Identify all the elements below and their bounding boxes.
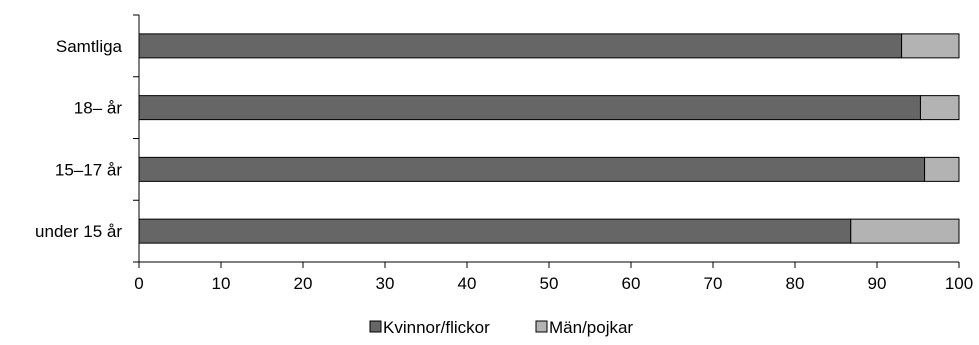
legend-label: Kvinnor/flickor bbox=[383, 318, 490, 337]
category-label: 15–17 år bbox=[55, 160, 122, 179]
x-tick-label: 50 bbox=[540, 274, 559, 293]
category-label: 18– år bbox=[74, 99, 123, 118]
legend-label: Män/pojkar bbox=[549, 318, 633, 337]
x-tick-labels: 0 10 20 30 40 50 60 70 80 90 100 bbox=[134, 274, 973, 293]
axes bbox=[133, 14, 960, 268]
x-tick-label: 60 bbox=[622, 274, 641, 293]
x-tick-label: 100 bbox=[945, 274, 973, 293]
category-label: Samtliga bbox=[56, 37, 123, 56]
bar-man-pojkar bbox=[924, 156, 960, 182]
bar-kvinnor-flickor bbox=[138, 33, 903, 59]
legend-swatch bbox=[369, 320, 382, 333]
x-tick-label: 90 bbox=[868, 274, 887, 293]
x-tick-label: 10 bbox=[212, 274, 231, 293]
x-tick-label: 70 bbox=[704, 274, 723, 293]
legend-swatch bbox=[535, 320, 548, 333]
bar-man-pojkar bbox=[901, 33, 960, 59]
x-tick-label: 0 bbox=[134, 274, 143, 293]
category-labels: Samtliga 18– år 15–17 år under 15 år bbox=[35, 37, 122, 241]
bar-man-pojkar bbox=[919, 95, 960, 121]
bar-man-pojkar bbox=[850, 218, 960, 244]
x-tick-label: 80 bbox=[786, 274, 805, 293]
x-tick-label: 30 bbox=[376, 274, 395, 293]
legend: Kvinnor/flickor Män/pojkar bbox=[369, 318, 633, 337]
bars bbox=[138, 33, 960, 244]
bar-kvinnor-flickor bbox=[138, 156, 926, 182]
category-label: under 15 år bbox=[35, 222, 122, 241]
x-tick-label: 20 bbox=[294, 274, 313, 293]
bar-kvinnor-flickor bbox=[138, 95, 921, 121]
bar-kvinnor-flickor bbox=[138, 218, 852, 244]
x-tick-label: 40 bbox=[458, 274, 477, 293]
